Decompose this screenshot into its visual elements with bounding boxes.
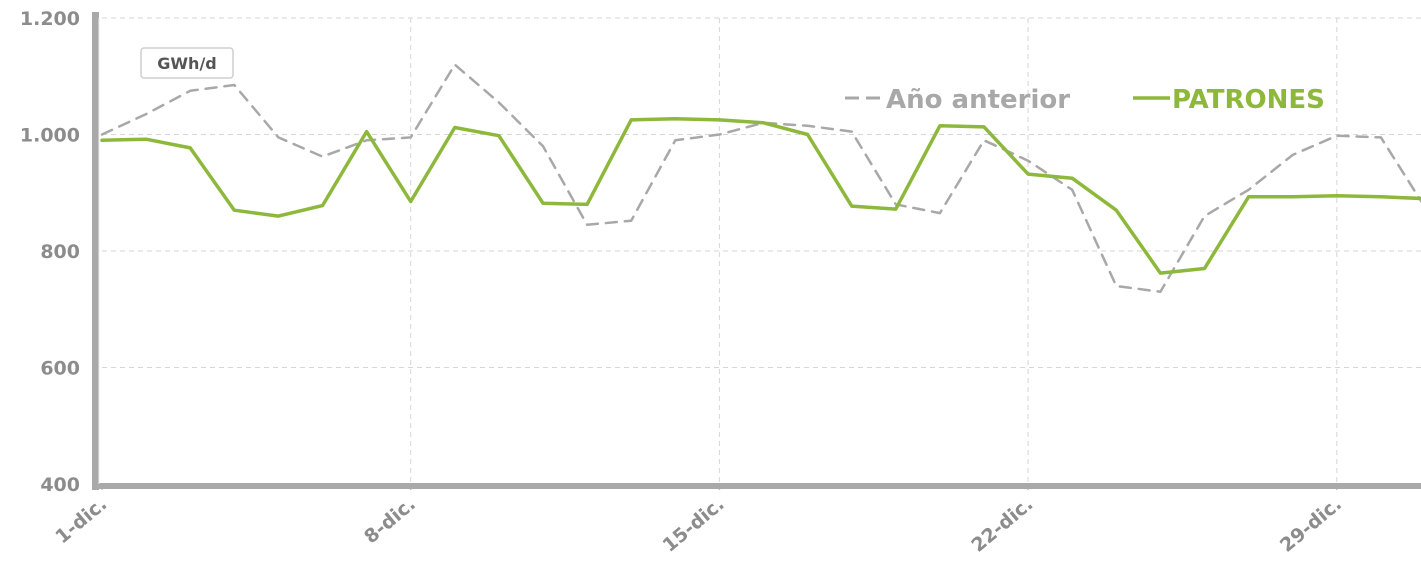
y-axis-line bbox=[92, 12, 99, 490]
x-tick-label: 8-dic. bbox=[360, 493, 420, 548]
unit-label-box: GWh/d bbox=[140, 47, 234, 79]
grid bbox=[102, 17, 1421, 484]
y-tick-label: 400 bbox=[40, 474, 80, 496]
legend-item-prev-year: Año anterior bbox=[845, 85, 1070, 115]
unit-label: GWh/d bbox=[157, 54, 216, 73]
x-tick-label: 22-dic. bbox=[967, 493, 1037, 557]
y-tick-label: 1.200 bbox=[20, 8, 80, 30]
x-tick-label: 15-dic. bbox=[659, 493, 729, 557]
legend-label-patrones: PATRONES bbox=[1172, 85, 1325, 115]
x-tick-label: 1-dic. bbox=[51, 493, 111, 548]
axes bbox=[92, 12, 1421, 490]
series-line-patrones bbox=[100, 117, 1421, 275]
x-tick-label: 29-dic. bbox=[1276, 493, 1346, 557]
legend: Año anterior PATRONES bbox=[845, 85, 1325, 115]
legend-item-patrones: PATRONES bbox=[1133, 85, 1325, 115]
y-tick-label: 600 bbox=[40, 358, 80, 380]
x-axis-line bbox=[92, 483, 1421, 489]
y-tick-label: 800 bbox=[40, 241, 80, 263]
legend-label-prev-year: Año anterior bbox=[886, 85, 1070, 115]
series-lines bbox=[100, 63, 1421, 294]
y-tick-label: 1.000 bbox=[20, 125, 80, 147]
